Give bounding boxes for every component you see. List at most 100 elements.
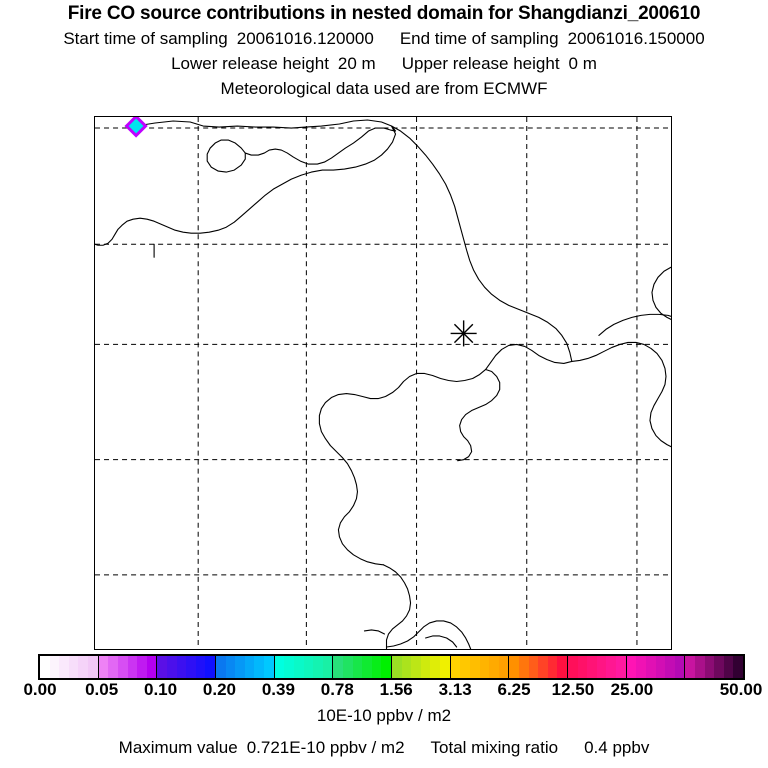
colorbar-band-2-3 (186, 656, 196, 678)
start-time-value: 20061016.120000 (236, 29, 374, 48)
colorbar-band-9-2 (587, 656, 597, 678)
colorbar-wrapper (38, 654, 745, 680)
coastline-overlay (95, 119, 671, 649)
colorbar-band-1-5 (146, 656, 157, 678)
maximum-value-label: Maximum value (118, 738, 238, 757)
colorbar-band-10-1 (636, 656, 646, 678)
colorbar-band-1-3 (127, 656, 138, 678)
receptor-star (450, 320, 477, 347)
release-height-line: Lower release height 20 m Upper release he… (0, 51, 768, 76)
colorbar-tick-6: 1.56 (379, 680, 413, 699)
colorbar-band-0-2 (59, 656, 69, 678)
colorbar-segment-7 (450, 656, 510, 678)
colorbar-tick-8: 6.25 (497, 680, 531, 699)
colorbar-tick-9: 12.50 (551, 680, 595, 699)
colorbar-band-3-5 (264, 656, 274, 678)
colorbar-band-4-3 (303, 656, 314, 678)
colorbar-band-6-0 (392, 656, 402, 678)
colorbar-segment-0 (40, 656, 99, 678)
colorbar-segment-4 (274, 656, 334, 678)
meteorological-source-line: Meteorological data used are from ECMWF (220, 79, 548, 98)
colorbar-band-2-1 (166, 656, 177, 678)
colorbar-band-5-1 (342, 656, 353, 678)
colorbar-band-0-3 (68, 656, 79, 678)
colorbar-band-8-5 (557, 656, 568, 678)
colorbar-band-7-5 (498, 656, 509, 678)
colorbar-band-5-4 (371, 656, 382, 678)
upper-release-height-label: Upper release height (401, 54, 560, 73)
colorbar-band-3-4 (254, 656, 265, 678)
colorbar-band-10-4 (665, 656, 675, 678)
colorbar-band-4-4 (313, 656, 323, 678)
colorbar-band-3-0 (216, 656, 226, 678)
colorbar-band-11-3 (714, 656, 724, 678)
end-time-value: 20061016.150000 (567, 29, 705, 48)
colorbar-band-7-2 (469, 656, 480, 678)
colorbar-band-11-1 (695, 656, 705, 678)
colorbar-band-5-3 (362, 656, 372, 678)
map-gridlines (95, 117, 671, 649)
colorbar-band-6-4 (430, 656, 441, 678)
colorbar-band-10-0 (626, 656, 637, 678)
total-mixing-ratio-label: Total mixing ratio (430, 738, 559, 757)
colorbar-band-8-2 (528, 656, 539, 678)
colorbar-band-8-3 (538, 656, 548, 678)
colorbar-band-6-2 (411, 656, 421, 678)
colorbar-band-2-0 (157, 656, 167, 678)
colorbar-band-4-2 (293, 656, 304, 678)
colorbar (38, 654, 745, 680)
colorbar-band-11-0 (685, 656, 695, 678)
colorbar-band-8-1 (518, 656, 529, 678)
colorbar-tick-11: 50.00 (719, 680, 763, 699)
colorbar-band-1-0 (98, 656, 109, 678)
colorbar-band-6-5 (440, 656, 450, 678)
colorbar-band-7-4 (489, 656, 499, 678)
maximum-value-value: 0.721E-10 ppbv / m2 (246, 738, 405, 757)
colorbar-band-0-5 (88, 656, 98, 678)
start-time-label: Start time of sampling (63, 29, 228, 48)
colorbar-band-5-2 (352, 656, 363, 678)
colorbar-band-1-2 (117, 656, 128, 678)
colorbar-segment-11 (685, 656, 744, 678)
colorbar-band-5-5 (381, 656, 392, 678)
colorbar-band-10-3 (655, 656, 666, 678)
map-panel[interactable] (94, 116, 672, 650)
colorbar-band-2-2 (176, 656, 187, 678)
total-mixing-ratio-value: 0.4 ppbv (584, 738, 650, 757)
colorbar-band-9-5 (616, 656, 626, 678)
lower-release-height-value: 20 m (337, 54, 376, 73)
colorbar-band-0-1 (49, 656, 60, 678)
colorbar-band-1-1 (108, 656, 118, 678)
colorbar-band-0-4 (78, 656, 89, 678)
colorbar-tick-7: 3.13 (438, 680, 472, 699)
colorbar-band-10-2 (645, 656, 656, 678)
header-block: Fire CO source contributions in nested d… (0, 0, 768, 101)
colorbar-band-11-5 (733, 656, 744, 678)
colorbar-band-3-1 (225, 656, 236, 678)
colorbar-segment-3 (216, 656, 275, 678)
colorbar-segment-1 (98, 656, 158, 678)
colorbar-unit-label: 10E-10 ppbv / m2 (316, 706, 452, 725)
colorbar-band-7-0 (450, 656, 461, 678)
colorbar-segment-5 (333, 656, 393, 678)
colorbar-band-6-1 (401, 656, 412, 678)
colorbar-tick-2: 0.10 (143, 680, 178, 699)
colorbar-tick-5: 0.78 (320, 680, 354, 699)
colorbar-band-8-0 (509, 656, 519, 678)
colorbar-tick-10: 25.00 (610, 680, 654, 699)
lower-release-height-label: Lower release height (171, 54, 329, 73)
colorbar-band-6-3 (420, 656, 431, 678)
colorbar-band-11-2 (704, 656, 715, 678)
colorbar-band-9-1 (577, 656, 588, 678)
colorbar-tick-labels: 0.00 0.05 0.10 0.20 0.39 0.78 1.56 3.13 6.25 12.5… (0, 680, 768, 702)
colorbar-tick-1: 0.05 (85, 680, 119, 699)
colorbar-band-4-0 (274, 656, 285, 678)
end-time-label: End time of sampling (399, 29, 559, 48)
colorbar-tick-4: 0.39 (261, 680, 295, 699)
colorbar-band-3-2 (235, 656, 245, 678)
map-markers (124, 117, 477, 347)
colorbar-band-1-4 (137, 656, 147, 678)
colorbar-segment-10 (626, 656, 686, 678)
colorbar-segment-2 (157, 656, 217, 678)
colorbar-band-9-3 (596, 656, 607, 678)
